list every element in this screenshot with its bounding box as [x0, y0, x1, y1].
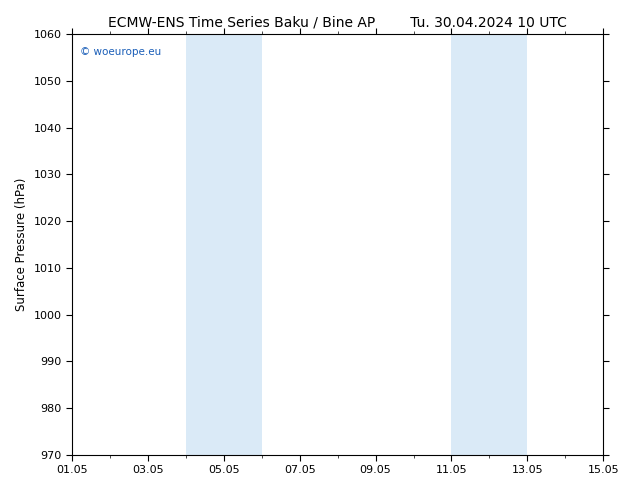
Title: ECMW-ENS Time Series Baku / Bine AP        Tu. 30.04.2024 10 UTC: ECMW-ENS Time Series Baku / Bine AP Tu. …	[108, 15, 567, 29]
Bar	[489, 34, 527, 455]
Bar	[451, 34, 489, 455]
Text: © woeurope.eu: © woeurope.eu	[80, 47, 161, 57]
Y-axis label: Surface Pressure (hPa): Surface Pressure (hPa)	[15, 178, 28, 311]
Bar	[186, 34, 224, 455]
Bar	[224, 34, 262, 455]
